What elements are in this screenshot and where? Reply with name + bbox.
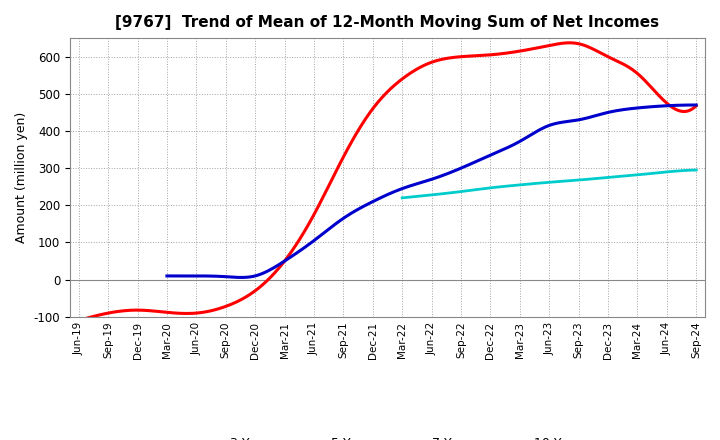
Y-axis label: Amount (million yen): Amount (million yen) <box>15 112 28 243</box>
Title: [9767]  Trend of Mean of 12-Month Moving Sum of Net Incomes: [9767] Trend of Mean of 12-Month Moving … <box>115 15 660 30</box>
Legend: 3 Years, 5 Years, 7 Years, 10 Years: 3 Years, 5 Years, 7 Years, 10 Years <box>184 433 592 440</box>
